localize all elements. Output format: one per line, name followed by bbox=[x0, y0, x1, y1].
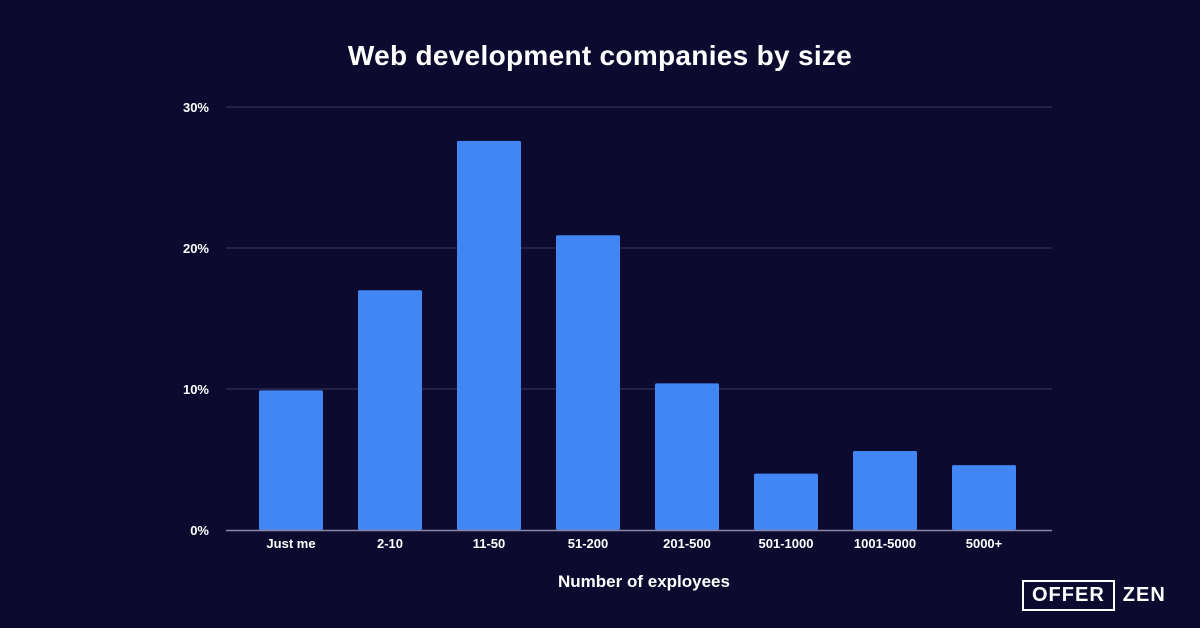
x-tick-label: 2-10 bbox=[377, 536, 403, 551]
bar-501-1000 bbox=[754, 473, 818, 530]
chart-title: Web development companies by size bbox=[347, 40, 853, 71]
bar-51-200 bbox=[556, 235, 620, 530]
bar-201-500 bbox=[655, 383, 719, 530]
x-tick-label: 11-50 bbox=[473, 536, 506, 551]
offerzen-logo: OFFER ZEN bbox=[1022, 580, 1166, 611]
y-tick-label: 0% bbox=[190, 523, 209, 538]
bar-1001-5000 bbox=[853, 451, 917, 530]
x-axis-ticks: Just me 2-10 11-50 51-200 201-500 501-1000 100… bbox=[266, 536, 1002, 551]
bars bbox=[259, 140, 1016, 530]
bar-2-10 bbox=[358, 290, 422, 530]
gridlines bbox=[226, 106, 1052, 390]
bar-just-me bbox=[259, 390, 323, 530]
x-tick-label: 1001-5000 bbox=[854, 536, 916, 551]
x-tick-label: 501-1000 bbox=[759, 536, 814, 551]
y-tick-label: 30% bbox=[183, 100, 209, 115]
bar-11-50 bbox=[457, 140, 521, 530]
x-tick-label: 51-200 bbox=[568, 536, 608, 551]
logo-boxed-text: OFFER bbox=[1022, 580, 1115, 611]
x-tick-label: Just me bbox=[266, 536, 315, 551]
bar-5000- bbox=[952, 465, 1016, 530]
x-axis-label: Number of exployees bbox=[558, 572, 730, 591]
y-tick-label: 10% bbox=[183, 382, 209, 397]
y-axis-ticks: 0% 10% 20% 30% bbox=[183, 100, 209, 538]
y-tick-label: 20% bbox=[183, 241, 209, 256]
x-tick-label: 201-500 bbox=[663, 536, 711, 551]
logo-plain-text: ZEN bbox=[1122, 584, 1166, 606]
x-tick-label: 5000+ bbox=[966, 536, 1003, 551]
